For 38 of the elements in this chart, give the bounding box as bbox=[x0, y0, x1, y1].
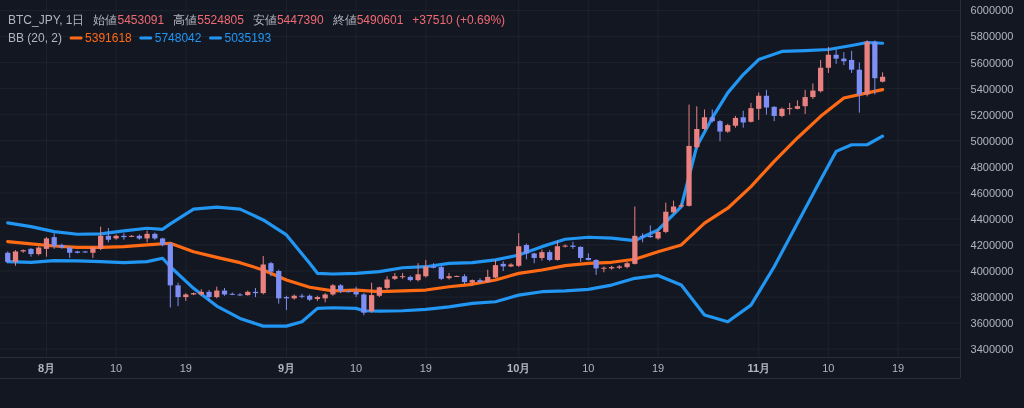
legend-label: 5391618 bbox=[85, 31, 133, 45]
x-tick-label: 10 bbox=[110, 361, 123, 374]
x-tick-label: 19 bbox=[419, 361, 432, 374]
y-tick-label: 3400000 bbox=[970, 343, 1014, 356]
y-tick-label: 3600000 bbox=[970, 317, 1014, 330]
x-tick-label: 19 bbox=[891, 361, 905, 374]
y-tick-label: 4800000 bbox=[970, 160, 1014, 173]
y-tick-label: 4000000 bbox=[970, 265, 1014, 278]
x-tick-label: 10 bbox=[350, 361, 363, 374]
x-tick-label: 19 bbox=[651, 361, 665, 374]
text: BTC_JPY, 1日 bbox=[8, 13, 85, 27]
x-tick-label: 8月 bbox=[37, 361, 56, 374]
y-tick-label: 5200000 bbox=[970, 108, 1014, 121]
annotation: 安値5447390 bbox=[252, 13, 324, 27]
annotation: 始値5453091 bbox=[93, 13, 165, 27]
x-tick-label: 11月 bbox=[747, 361, 771, 374]
y-tick-label: 4400000 bbox=[970, 212, 1014, 225]
annotation: 終値5490601 bbox=[331, 13, 404, 27]
x-tick-label: 10 bbox=[822, 361, 835, 374]
x-tick-label: 10月 bbox=[507, 361, 531, 374]
line-series bbox=[6, 88, 885, 294]
y-tick-label: 5800000 bbox=[970, 30, 1014, 43]
y-tick-label: 4200000 bbox=[970, 238, 1014, 251]
y-tick-label: 6000000 bbox=[970, 4, 1014, 17]
annotation: +37510 (+0.69%) bbox=[412, 13, 506, 27]
y-tick-label: 5600000 bbox=[970, 56, 1014, 69]
y-tick-label: 5400000 bbox=[970, 82, 1014, 95]
y-tick-label: 5000000 bbox=[970, 134, 1014, 147]
x-tick-label: 19 bbox=[179, 361, 192, 374]
legend-label: 5748042 bbox=[154, 31, 202, 45]
line-series bbox=[6, 134, 885, 328]
legend-label: 5035193 bbox=[224, 31, 272, 45]
x-tick-label: 9月 bbox=[277, 361, 296, 374]
y-tick-label: 3800000 bbox=[970, 291, 1014, 304]
annotation: 高値5524805 bbox=[173, 13, 245, 27]
y-tick-label: 4600000 bbox=[970, 186, 1014, 199]
legend-title: BB (20, 2) bbox=[8, 31, 63, 45]
x-tick-label: 10 bbox=[582, 361, 595, 374]
